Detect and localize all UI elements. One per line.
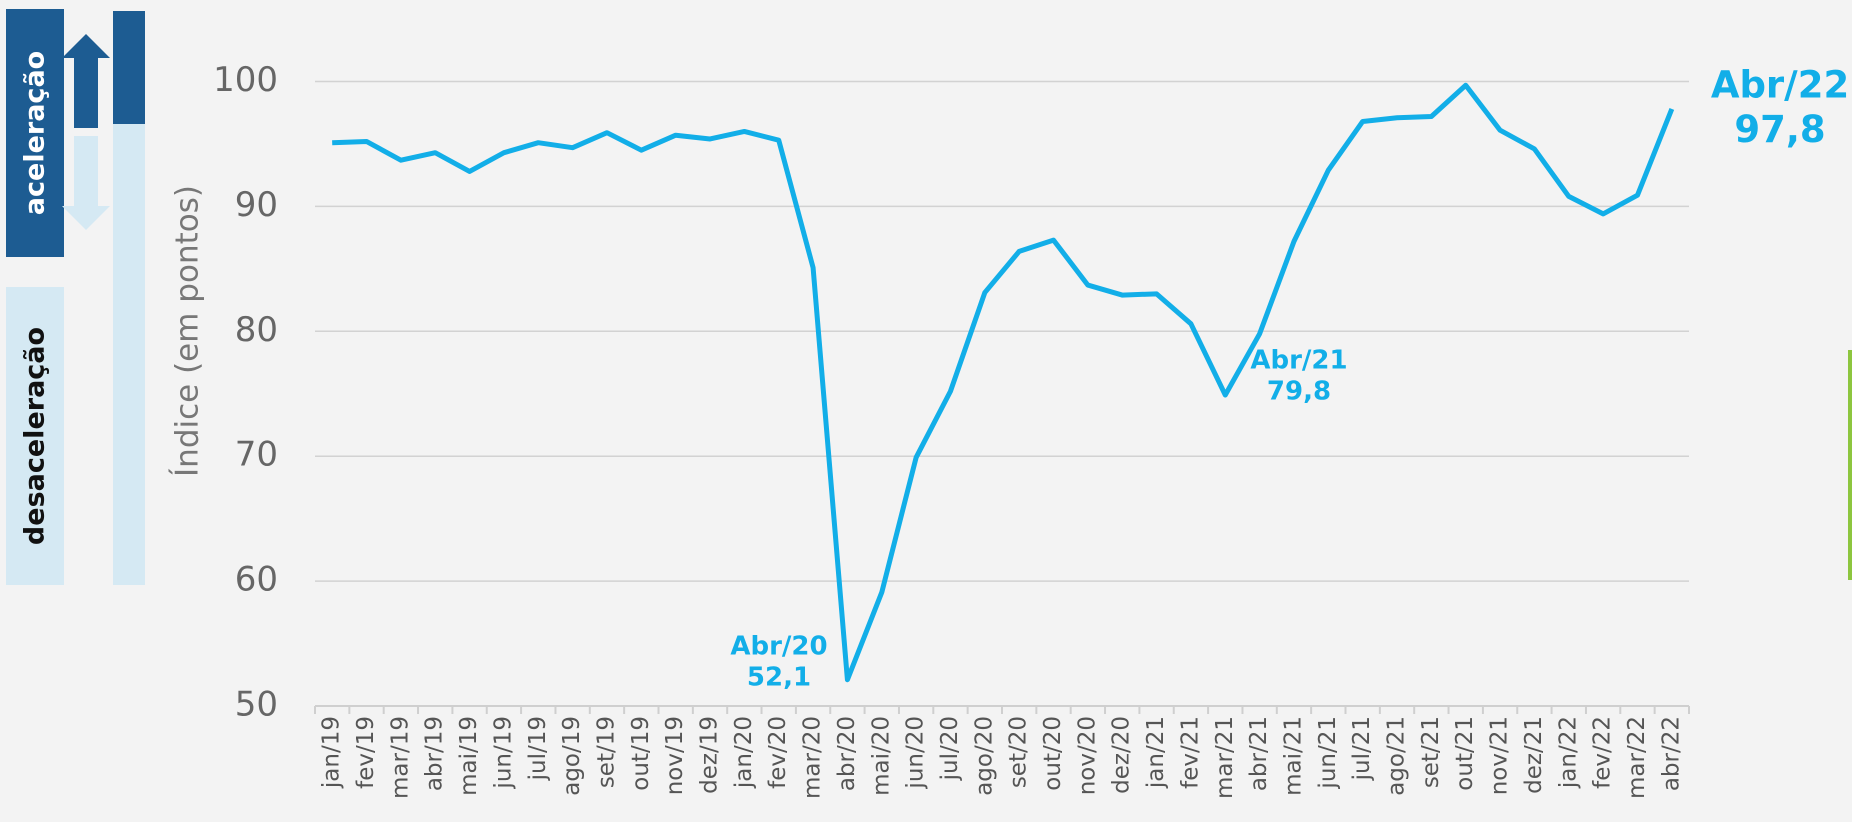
annotation: Abr/22 [1711, 64, 1849, 107]
x-tick-label: dez/19 [697, 716, 723, 794]
x-tick-label: jun/20 [903, 716, 929, 790]
x-tick-label: mai/20 [868, 716, 894, 796]
series-line [332, 82, 1675, 683]
y-tick-label: 80 [235, 310, 278, 350]
x-tick-label: set/20 [1006, 716, 1032, 788]
x-tick-label: fev/20 [765, 716, 791, 789]
x-tick-label: jul/19 [525, 716, 551, 781]
acceleration-box [6, 9, 64, 257]
x-tick-label: nov/20 [1074, 716, 1100, 795]
x-tick-label: jan/19 [319, 716, 345, 789]
y-tick-label: 100 [213, 60, 278, 100]
x-tick-label: mai/19 [456, 716, 482, 796]
y-axis-label: Índice (em pontos) [170, 185, 206, 477]
x-tick-label: fev/22 [1590, 716, 1616, 789]
x-tick-label: fev/21 [1177, 716, 1203, 789]
x-tick-label: nov/21 [1487, 716, 1513, 795]
y-tick-label: 50 [235, 685, 278, 725]
x-tick-label: dez/21 [1521, 716, 1547, 794]
annotation: Abr/20 [730, 632, 827, 662]
x-tick-label: jan/22 [1555, 716, 1581, 789]
x-tick-label: jan/21 [1143, 716, 1169, 789]
x-tick-label: jul/20 [937, 716, 963, 781]
annotation: Abr/21 [1250, 346, 1347, 376]
deceleration-box [6, 287, 64, 585]
x-tick-label: set/19 [593, 716, 619, 788]
x-tick-label: ago/20 [971, 716, 997, 796]
x-tick-label: dez/20 [1109, 716, 1135, 794]
x-tick-label: jun/21 [1315, 716, 1341, 790]
x-tick-label: abr/20 [834, 716, 860, 791]
edge-mark [1848, 350, 1852, 580]
annotation-value: 79,8 [1267, 377, 1331, 407]
x-tick-label: abr/19 [422, 716, 448, 791]
legend-label: aceleração [20, 51, 51, 215]
x-tick-label: set/21 [1418, 716, 1444, 788]
x-tick-label: abr/22 [1658, 716, 1684, 791]
x-tick-label: mar/20 [800, 716, 826, 799]
x-tick-label: mar/21 [1212, 716, 1238, 799]
x-tick-label: mai/21 [1280, 716, 1306, 796]
y-tick-label: 60 [235, 560, 278, 600]
y-tick-label: 90 [235, 185, 278, 225]
y-tick-label: 70 [235, 435, 278, 475]
legend-label: desaceleração [20, 327, 51, 545]
x-tick-label: nov/19 [662, 716, 688, 795]
x-tick-label: ago/19 [559, 716, 585, 796]
x-tick-label: jan/20 [731, 716, 757, 789]
x-tick-label: jul/21 [1349, 716, 1375, 781]
x-tick-label: mar/19 [387, 716, 413, 799]
down-arrow [62, 136, 110, 230]
x-tick-label: ago/21 [1384, 716, 1410, 796]
scale-bar-top [113, 11, 145, 124]
x-tick-label: out/19 [628, 716, 654, 791]
up-arrow [62, 34, 110, 128]
x-tick-label: mar/22 [1624, 716, 1650, 799]
x-tick-label: jun/19 [490, 716, 516, 790]
x-tick-label: out/20 [1040, 716, 1066, 791]
x-tick-label: out/21 [1452, 716, 1478, 791]
x-tick-label: fev/19 [353, 716, 379, 789]
x-tick-label: abr/21 [1246, 716, 1272, 791]
annotation-value: 97,8 [1734, 108, 1825, 151]
annotation-value: 52,1 [747, 663, 811, 693]
